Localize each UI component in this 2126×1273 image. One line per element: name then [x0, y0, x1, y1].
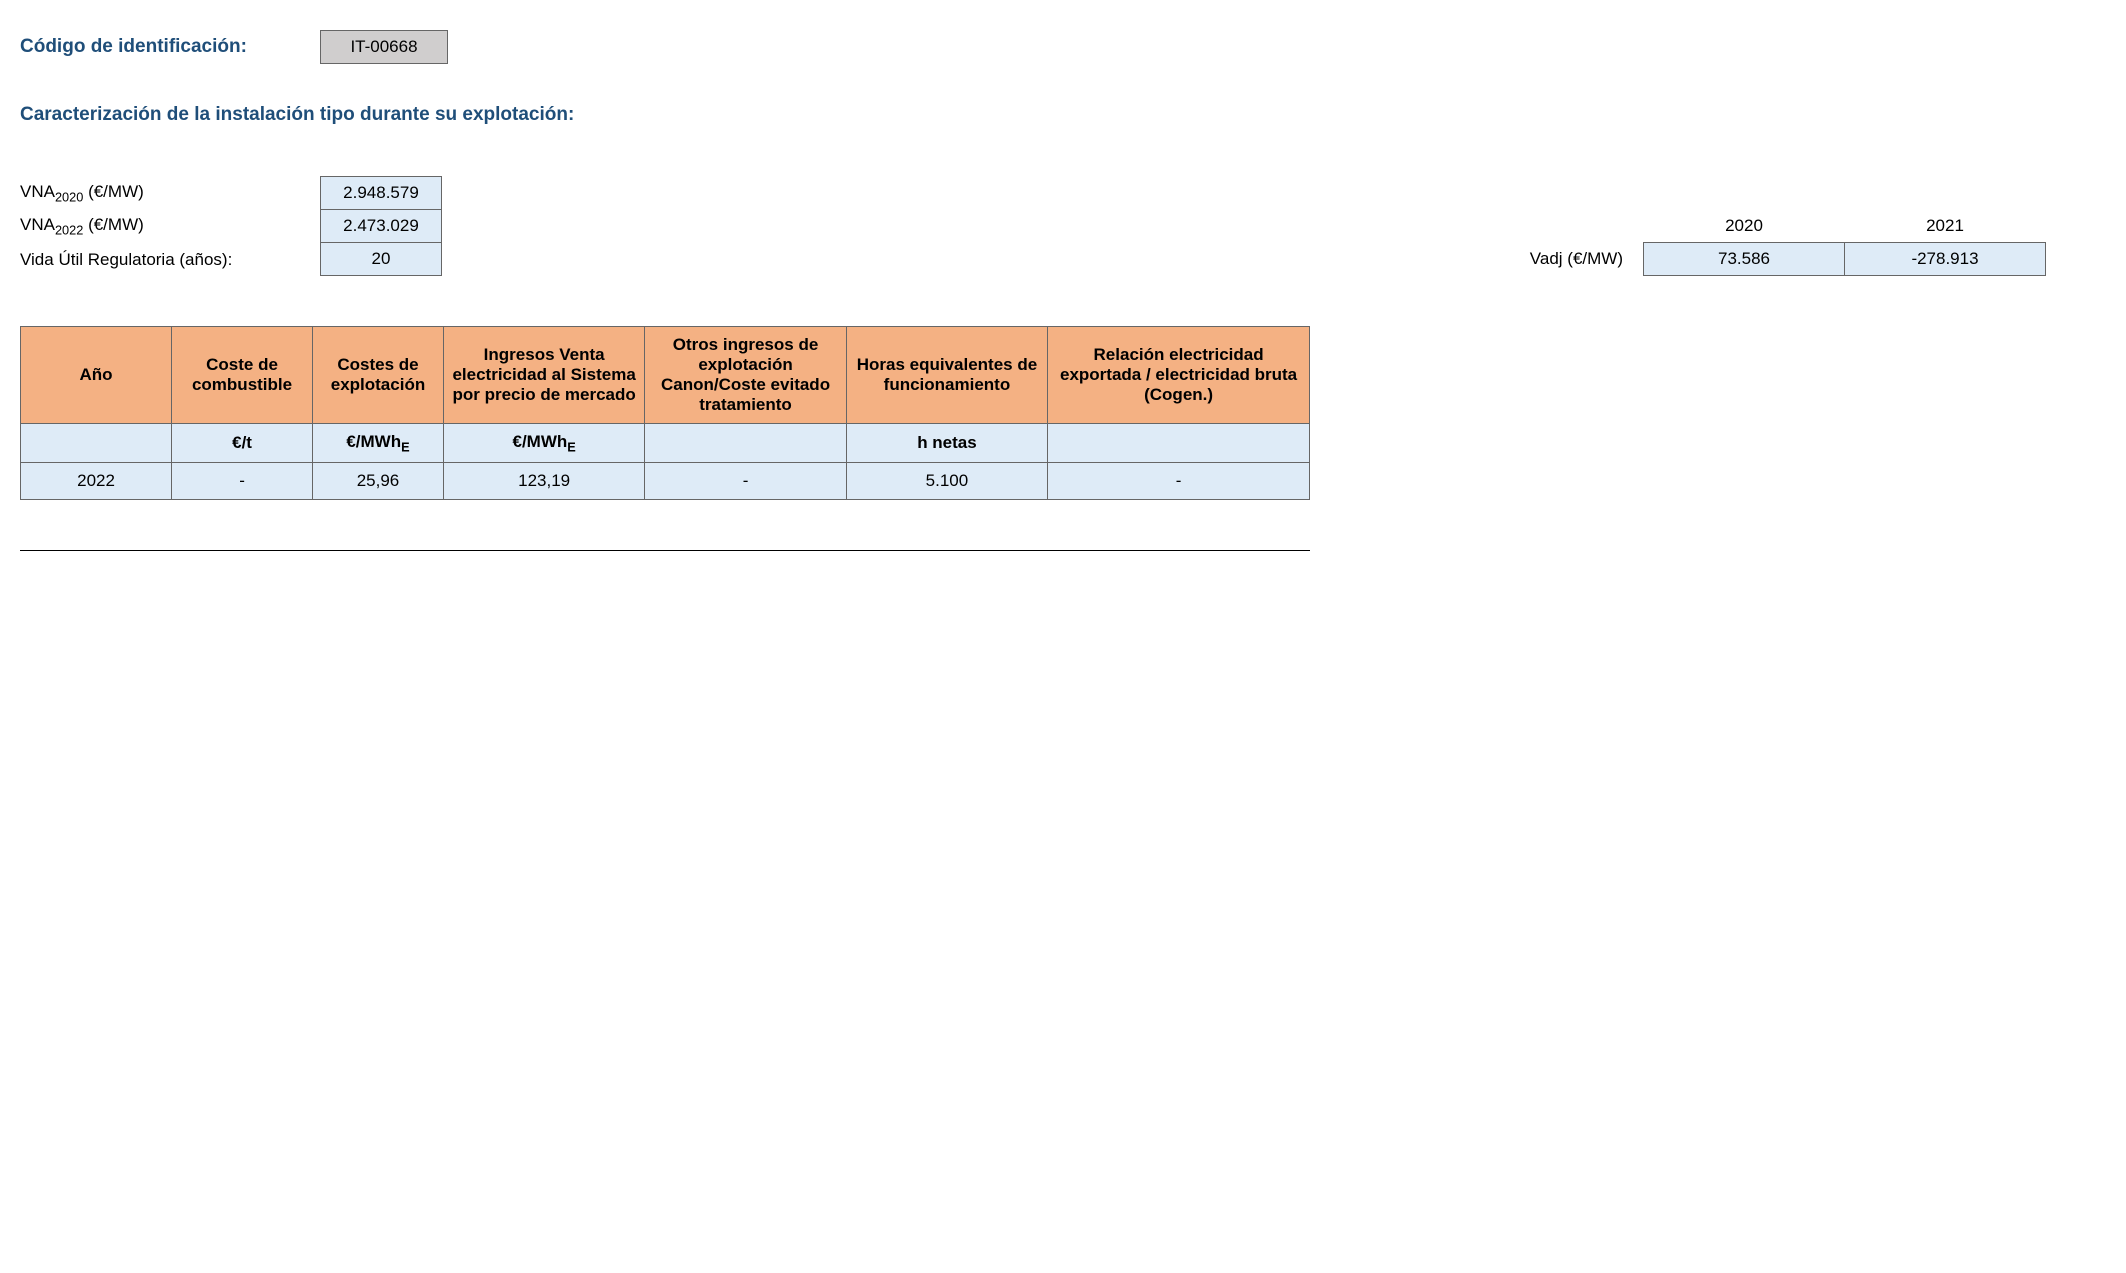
- vadj-table: 2020 2021 Vadj (€/MW) 73.586 -278.913: [1520, 210, 2046, 276]
- cell-c1: -: [172, 463, 313, 500]
- col-header-4: Otros ingresos de explotación Canon/Cost…: [645, 327, 846, 424]
- vna2022-prefix: VNA: [20, 215, 55, 234]
- vadj-value-row: Vadj (€/MW) 73.586 -278.913: [1520, 243, 2046, 276]
- table-unit-row: €/t €/MWhE €/MWhE h netas: [21, 424, 1310, 463]
- unit-c1: €/t: [172, 424, 313, 463]
- vna2020-sub: 2020: [55, 189, 83, 204]
- vna2022-unit: (€/MW): [83, 215, 143, 234]
- vna2020-row: VNA2020 (€/MW) 2.948.579: [20, 176, 442, 210]
- col-header-1: Coste de combustible: [172, 327, 313, 424]
- vna2020-value: 2.948.579: [320, 176, 442, 210]
- cell-c5: 5.100: [846, 463, 1047, 500]
- col-header-0: Año: [21, 327, 172, 424]
- vna2022-sub: 2022: [55, 223, 83, 238]
- unit-c2: €/MWhE: [313, 424, 444, 463]
- vadj-block: 2020 2021 Vadj (€/MW) 73.586 -278.913: [1520, 210, 2046, 276]
- vadj-val2: -278.913: [1845, 243, 2046, 276]
- code-label: Código de identificación:: [20, 36, 320, 58]
- col-header-6: Relación electricidad exportada / electr…: [1048, 327, 1310, 424]
- vida-label: Vida Útil Regulatoria (años):: [20, 250, 320, 270]
- vna2020-prefix: VNA: [20, 182, 55, 201]
- params-left: VNA2020 (€/MW) 2.948.579 VNA2022 (€/MW) …: [20, 176, 442, 276]
- table-header-row: AñoCoste de combustibleCostes de explota…: [21, 327, 1310, 424]
- vadj-year2: 2021: [1845, 210, 2046, 243]
- code-row: Código de identificación: IT-00668: [20, 30, 2106, 64]
- unit-c5: h netas: [846, 424, 1047, 463]
- vadj-label: Vadj (€/MW): [1520, 243, 1644, 276]
- vida-value: 20: [320, 243, 442, 276]
- vadj-header-row: 2020 2021: [1520, 210, 2046, 243]
- vida-row: Vida Útil Regulatoria (años): 20: [20, 243, 442, 276]
- unit-c3: €/MWhE: [443, 424, 644, 463]
- vadj-val1: 73.586: [1644, 243, 1845, 276]
- cell-c0: 2022: [21, 463, 172, 500]
- col-header-3: Ingresos Venta electricidad al Sistema p…: [443, 327, 644, 424]
- col-header-2: Costes de explotación: [313, 327, 444, 424]
- cell-c3: 123,19: [443, 463, 644, 500]
- col-header-5: Horas equivalentes de funcionamiento: [846, 327, 1047, 424]
- vna2022-value: 2.473.029: [320, 210, 442, 243]
- params-block: VNA2020 (€/MW) 2.948.579 VNA2022 (€/MW) …: [20, 176, 2106, 276]
- unit-c0: [21, 424, 172, 463]
- vadj-year1: 2020: [1644, 210, 1845, 243]
- unit-c4: [645, 424, 846, 463]
- cell-c2: 25,96: [313, 463, 444, 500]
- vna2022-label: VNA2022 (€/MW): [20, 215, 320, 237]
- vna2020-unit: (€/MW): [83, 182, 143, 201]
- divider: [20, 550, 1310, 551]
- section-title: Caracterización de la instalación tipo d…: [20, 104, 2106, 126]
- table-data-row: 2022 - 25,96 123,19 - 5.100 -: [21, 463, 1310, 500]
- cell-c6: -: [1048, 463, 1310, 500]
- vna2022-row: VNA2022 (€/MW) 2.473.029: [20, 210, 442, 243]
- vna2020-label: VNA2020 (€/MW): [20, 182, 320, 204]
- cell-c4: -: [645, 463, 846, 500]
- main-table: AñoCoste de combustibleCostes de explota…: [20, 326, 1310, 500]
- code-value-box: IT-00668: [320, 30, 448, 64]
- unit-c6: [1048, 424, 1310, 463]
